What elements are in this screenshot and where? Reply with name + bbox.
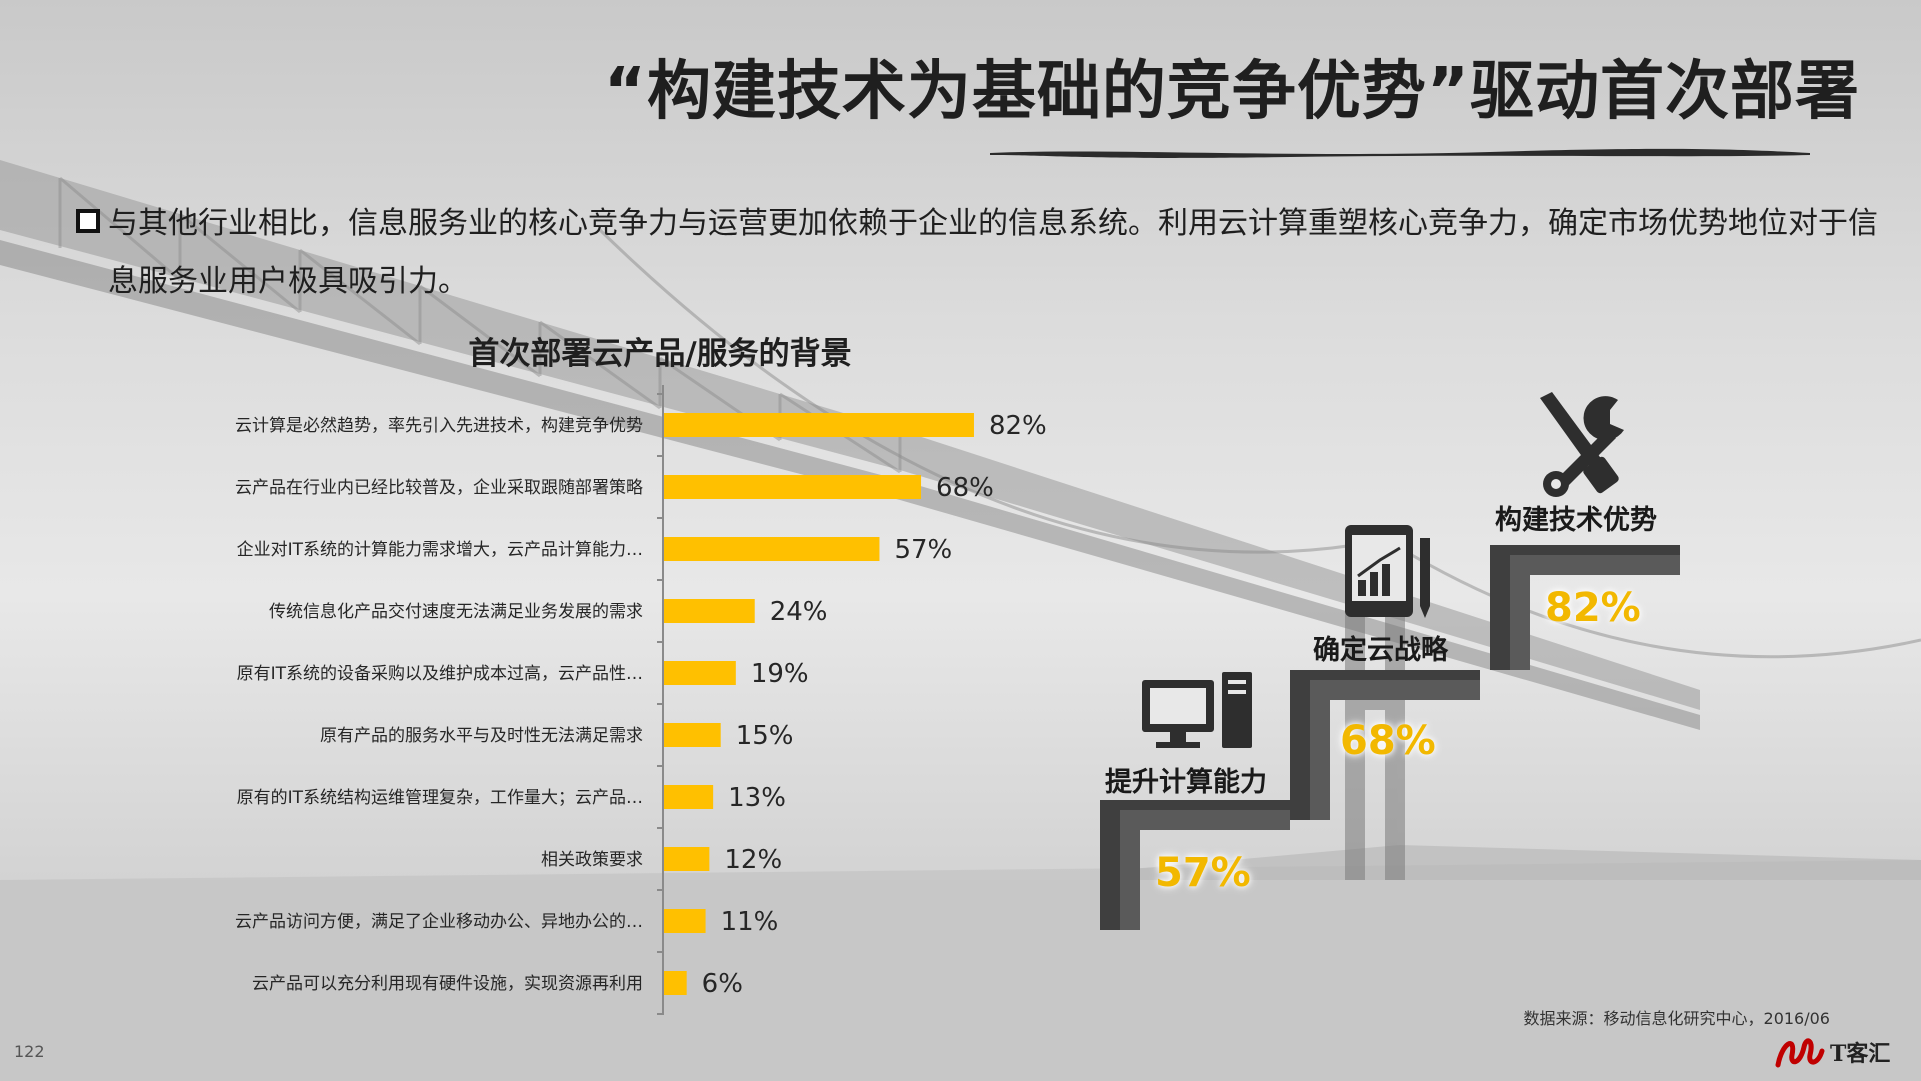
bar — [664, 723, 721, 747]
bar-value-label: 6% — [702, 969, 743, 999]
category-label: 原有IT系统的设备采购以及维护成本过高，云产品性… — [237, 664, 643, 684]
bar-value-label: 15% — [736, 721, 794, 751]
step-2-block — [1290, 670, 1480, 820]
category-label: 云产品访问方便，满足了企业移动办公、异地办公的… — [235, 912, 643, 932]
bar — [664, 847, 710, 871]
wrench-screwdriver-icon — [1540, 392, 1624, 497]
bar — [664, 413, 974, 437]
bar — [664, 661, 736, 685]
step-3-label: 构建技术优势 — [1495, 505, 1657, 536]
page-number: 122 — [14, 1042, 45, 1061]
step-3-value: 82% — [1545, 585, 1641, 631]
tkehui-logo: T客汇 — [1775, 1038, 1890, 1068]
page-title: “构建技术为基础的竞争优势”驱动首次部署 — [603, 55, 1860, 129]
bar-value-label: 11% — [721, 907, 779, 937]
square-bullet-icon — [76, 209, 100, 233]
data-source: 数据来源：移动信息化研究中心，2016/06 — [1523, 1009, 1830, 1028]
step-2-label: 确定云战略 — [1313, 635, 1448, 666]
staircase-infographic — [1100, 392, 1680, 930]
bar — [664, 785, 714, 809]
step-2-value: 68% — [1340, 718, 1436, 764]
category-label: 相关政策要求 — [541, 850, 643, 870]
bar — [664, 599, 755, 623]
category-label: 云产品在行业内已经比较普及，企业采取跟随部署策略 — [235, 478, 643, 498]
title-underline — [990, 148, 1810, 158]
step-1-value: 57% — [1155, 850, 1251, 896]
step-3-block — [1490, 545, 1680, 670]
category-label: 云计算是必然趋势，率先引入先进技术，构建竞争优势 — [235, 416, 643, 436]
intro-text: 与其他行业相比，信息服务业的核心竞争力与运营更加依赖于企业的信息系统。利用云计算… — [108, 206, 1878, 299]
category-label: 传统信息化产品交付速度无法满足业务发展的需求 — [269, 602, 643, 622]
bar-value-label: 82% — [989, 411, 1047, 441]
bar-value-label: 24% — [770, 597, 828, 627]
bar — [664, 475, 922, 499]
bar-value-label: 12% — [724, 845, 782, 875]
bar-value-label: 68% — [936, 473, 994, 503]
chart-title: 首次部署云产品/服务的背景 — [468, 336, 852, 372]
category-label: 原有产品的服务水平与及时性无法满足需求 — [320, 726, 643, 746]
bar — [664, 909, 706, 933]
bar-chart: 云计算是必然趋势，率先引入先进技术，构建竞争优势 82% 云产品在行业内已经比较普及… — [235, 385, 1047, 1015]
category-label: 原有的IT系统结构运维管理复杂，工作量大；云产品… — [237, 788, 643, 808]
bar — [664, 537, 880, 561]
svg-text:T客汇: T客汇 — [1830, 1041, 1890, 1067]
step-1-label: 提升计算能力 — [1105, 767, 1267, 798]
category-label: 企业对IT系统的计算能力需求增大，云产品计算能力… — [237, 540, 643, 560]
tablet-chart-icon — [1345, 525, 1430, 618]
computer-icon — [1142, 672, 1252, 748]
step-1-block — [1100, 800, 1290, 930]
category-label: 云产品可以充分利用现有硬件设施，实现资源再利用 — [252, 974, 643, 994]
bar-value-label: 13% — [728, 783, 786, 813]
bar-value-label: 19% — [751, 659, 809, 689]
bar — [664, 971, 687, 995]
bar-value-label: 57% — [894, 535, 952, 565]
